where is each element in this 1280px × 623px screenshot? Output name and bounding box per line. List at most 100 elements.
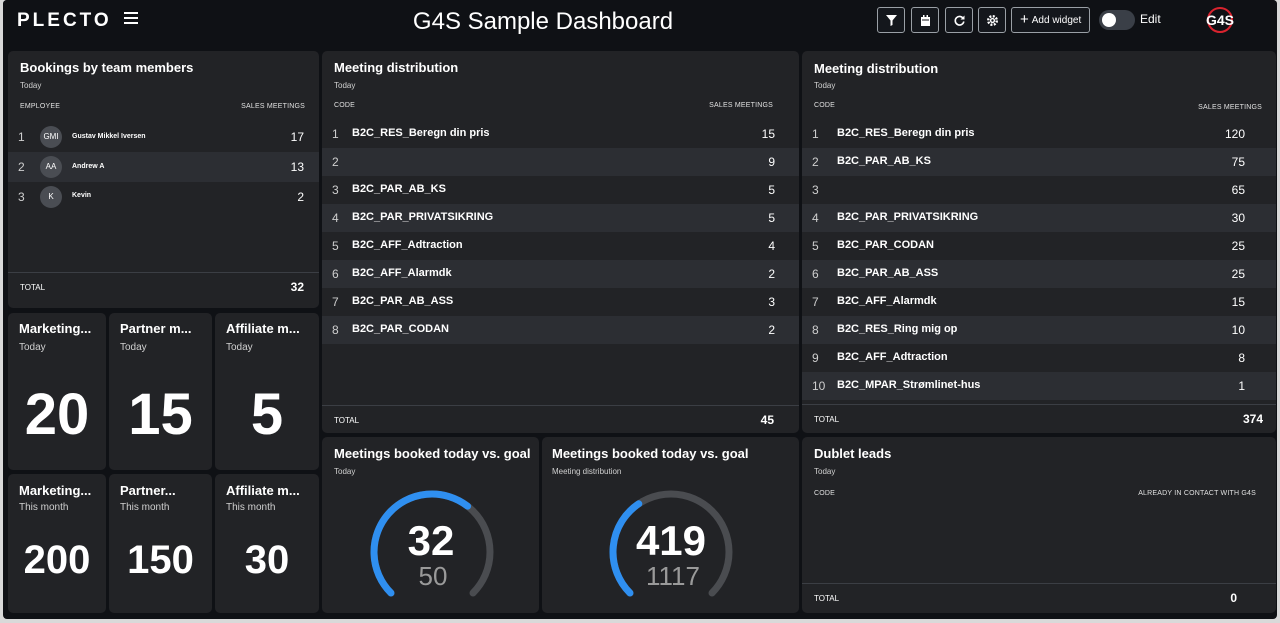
- gauge-chart: [370, 490, 494, 597]
- kpi-value: 150: [127, 538, 194, 582]
- column-header-sales-meetings: SALES MEETINGS: [709, 102, 773, 109]
- kpi-value: 5: [250, 382, 284, 447]
- table-row[interactable]: 5 B2C_AFF_Adtraction 4: [322, 232, 799, 260]
- row-value: 3: [768, 295, 775, 309]
- employee-name: Gustav Mikkel Iversen: [72, 133, 146, 140]
- table-row[interactable]: 1 B2C_RES_Beregn din pris 120: [802, 120, 1276, 148]
- row-code: B2C_PAR_CODAN: [837, 239, 934, 251]
- row-code: B2C_AFF_Alarmdk: [352, 267, 452, 279]
- gauge-card: Meetings booked today vs. goal Today 32 …: [322, 437, 539, 613]
- row-rank: 2: [812, 155, 819, 169]
- row-value: 65: [1231, 183, 1245, 197]
- row-code: B2C_PAR_AB_KS: [837, 155, 931, 167]
- row-value: 10: [1231, 323, 1245, 337]
- divider: [8, 272, 319, 273]
- gauge-value: 419: [635, 517, 707, 564]
- plecto-logo[interactable]: PLECTO: [17, 10, 112, 31]
- distribution-subtitle: Today: [814, 81, 836, 90]
- table-row[interactable]: 7 B2C_AFF_Alarmdk 15: [802, 288, 1276, 316]
- gauge-title: Meetings booked today vs. goal: [552, 446, 749, 461]
- row-value: 25: [1231, 239, 1245, 253]
- add-widget-button[interactable]: + Add widget: [1011, 7, 1090, 33]
- row-rank: 5: [812, 239, 819, 253]
- row-rank: 4: [812, 211, 819, 225]
- table-row[interactable]: 8 B2C_PAR_CODAN 2: [322, 316, 799, 344]
- row-rank: 10: [812, 379, 826, 393]
- gauge-card: Meetings booked today vs. goal Meeting d…: [542, 437, 799, 613]
- kpi-card-partner-today[interactable]: Partner m... Today 15: [109, 313, 212, 470]
- kpi-card-affiliate-month[interactable]: Affiliate m... This month 30: [215, 474, 319, 613]
- filter-button[interactable]: [877, 7, 905, 33]
- table-row[interactable]: 3 B2C_PAR_AB_KS 5: [322, 176, 799, 204]
- row-code: B2C_PAR_AB_ASS: [837, 267, 939, 279]
- row-code: B2C_RES_Ring mig op: [837, 323, 958, 335]
- row-rank: 1: [332, 127, 339, 141]
- distribution-subtitle: Today: [334, 81, 356, 90]
- kpi-subtitle: This month: [19, 502, 69, 513]
- table-row[interactable]: 4 B2C_PAR_PRIVATSIKRING 5: [322, 204, 799, 232]
- row-value: 15: [1231, 295, 1245, 309]
- gauge-progress-arc: [370, 490, 472, 597]
- table-row[interactable]: 2 B2C_PAR_AB_KS 75: [802, 148, 1276, 176]
- avatar: GMI: [40, 126, 62, 148]
- kpi-card-marketing-month[interactable]: Marketing... This month 200: [8, 474, 106, 613]
- gauge-subtitle: Today: [334, 467, 356, 476]
- table-row[interactable]: 9 B2C_AFF_Adtraction 8: [802, 344, 1276, 372]
- row-code: B2C_MPAR_Strømlinet-hus: [837, 379, 981, 391]
- table-row[interactable]: 8 B2C_RES_Ring mig op 10: [802, 316, 1276, 344]
- kpi-subtitle: This month: [120, 502, 170, 513]
- refresh-button[interactable]: [945, 7, 973, 33]
- gauge-title: Meetings booked today vs. goal: [334, 446, 531, 461]
- kpi-card-marketing-today[interactable]: Marketing... Today 20: [8, 313, 106, 470]
- calendar-button[interactable]: [911, 7, 939, 33]
- table-row[interactable]: 4 B2C_PAR_PRIVATSIKRING 30: [802, 204, 1276, 232]
- column-header-already-in-contact: ALREADY IN CONTACT WITH G4S: [1138, 490, 1256, 497]
- refresh-icon: [954, 15, 965, 26]
- table-row[interactable]: 10 B2C_MPAR_Strømlinet-hus 1: [802, 372, 1276, 400]
- row-value: 120: [1224, 127, 1245, 141]
- hamburger-menu-icon[interactable]: [124, 12, 138, 26]
- total-value: 45: [760, 413, 774, 427]
- gauge-value: 32: [407, 517, 455, 564]
- kpi-card-partner-month[interactable]: Partner... This month 150: [109, 474, 212, 613]
- table-row[interactable]: 1 B2C_RES_Beregn din pris 15: [322, 120, 799, 148]
- add-widget-label: Add widget: [1031, 15, 1082, 26]
- column-header-sales-meetings: SALES MEETINGS: [1198, 104, 1262, 111]
- edit-toggle[interactable]: [1099, 10, 1135, 30]
- column-header-code: CODE: [334, 102, 356, 109]
- row-code: B2C_PAR_PRIVATSIKRING: [837, 211, 979, 223]
- meeting-distribution-card: Meeting distribution Today CODE SALES ME…: [802, 51, 1276, 433]
- kpi-value: 15: [128, 382, 193, 447]
- settings-button[interactable]: [978, 7, 1006, 33]
- row-rank: 1: [812, 127, 819, 141]
- table-row[interactable]: 3 K Kevin 2: [8, 182, 319, 212]
- g4s-logo: G4S: [1206, 7, 1234, 33]
- kpi-value: 20: [24, 382, 90, 447]
- row-rank: 3: [18, 190, 25, 204]
- row-code: B2C_PAR_AB_KS: [352, 183, 446, 195]
- kpi-card-affiliate-today[interactable]: Affiliate m... Today 5: [215, 313, 319, 470]
- table-row[interactable]: 7 B2C_PAR_AB_ASS 3: [322, 288, 799, 316]
- kpi-title: Marketing...: [19, 483, 92, 498]
- gauge-goal: 50: [418, 561, 448, 591]
- row-rank: 1: [18, 130, 25, 144]
- table-row[interactable]: 6 B2C_PAR_AB_ASS 25: [802, 260, 1276, 288]
- table-row[interactable]: 5 B2C_PAR_CODAN 25: [802, 232, 1276, 260]
- dublet-title: Dublet leads: [814, 446, 892, 461]
- kpi-subtitle: This month: [226, 502, 276, 513]
- row-code: B2C_RES_Beregn din pris: [837, 127, 975, 139]
- table-row[interactable]: 2 AA Andrew A 13: [8, 152, 319, 182]
- row-code: B2C_AFF_Adtraction: [837, 351, 948, 363]
- table-row[interactable]: 1 GMI Gustav Mikkel Iversen 17: [8, 122, 319, 152]
- column-header-code: CODE: [814, 490, 836, 497]
- kpi-value: 200: [23, 538, 91, 582]
- column-header-employee: EMPLOYEE: [20, 103, 61, 110]
- svg-text:G4S: G4S: [1206, 12, 1234, 28]
- dashboard-title: G4S Sample Dashboard: [412, 8, 674, 35]
- row-rank: 5: [332, 239, 339, 253]
- toggle-knob: [1102, 13, 1116, 27]
- table-row[interactable]: 6 B2C_AFF_Alarmdk 2: [322, 260, 799, 288]
- row-value: 9: [768, 155, 775, 169]
- table-row[interactable]: 3 65: [802, 176, 1276, 204]
